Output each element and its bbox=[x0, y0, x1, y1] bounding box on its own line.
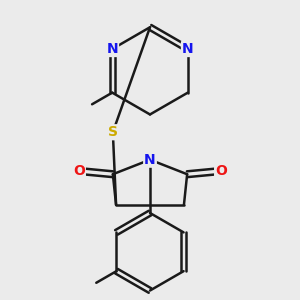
Text: N: N bbox=[144, 153, 156, 167]
Text: N: N bbox=[106, 42, 118, 56]
Text: O: O bbox=[215, 164, 227, 178]
Text: O: O bbox=[73, 164, 85, 178]
Text: N: N bbox=[182, 42, 194, 56]
Text: S: S bbox=[108, 125, 118, 139]
